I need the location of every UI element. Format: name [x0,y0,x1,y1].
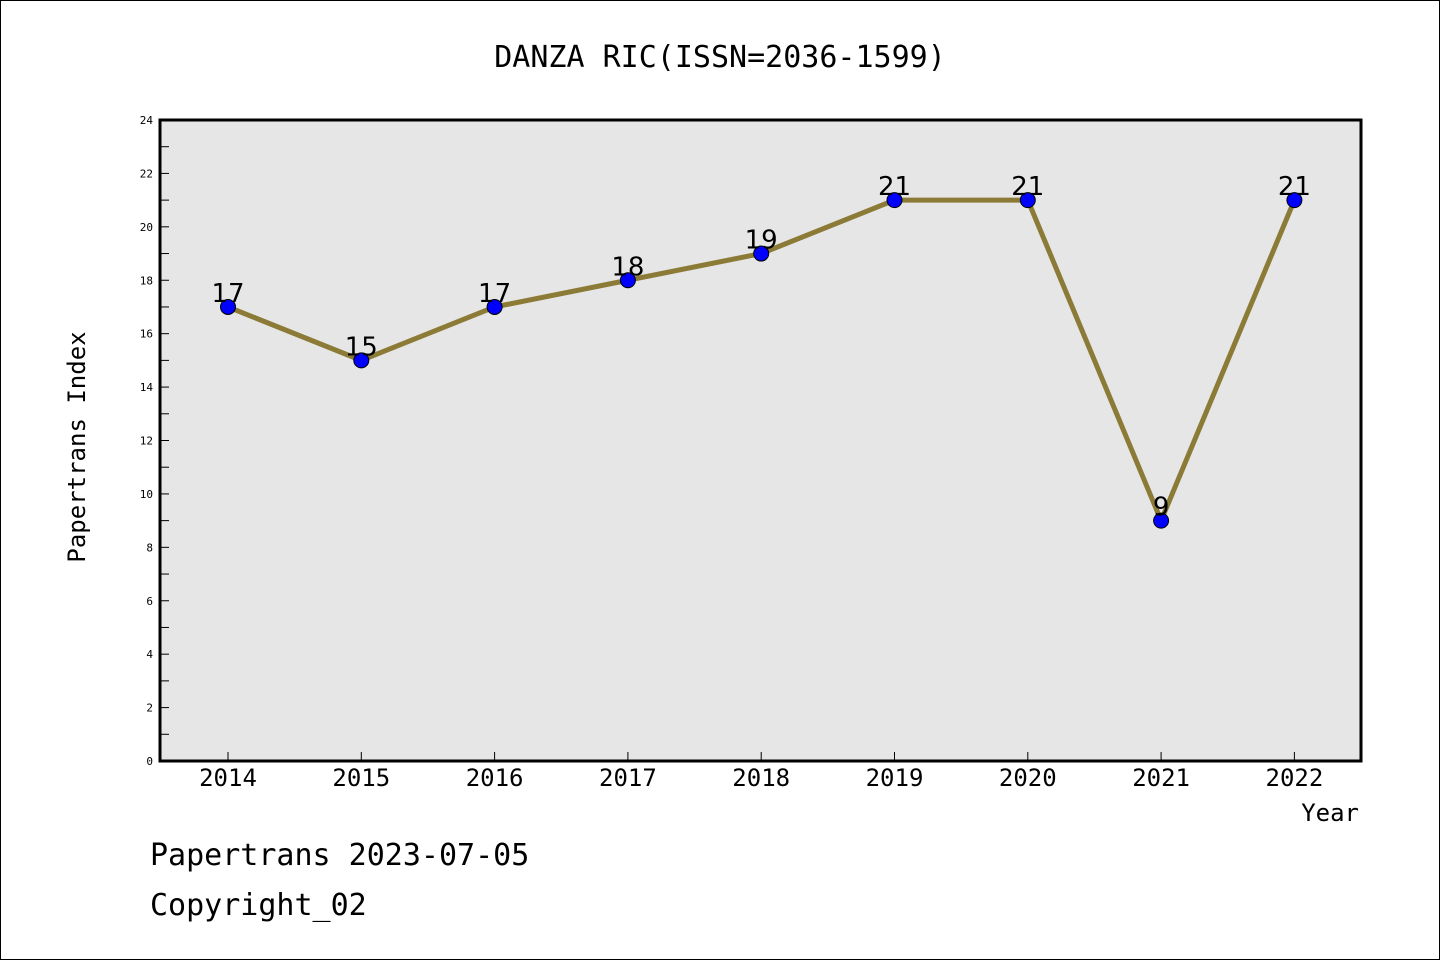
x-tick-label: 2017 [599,764,657,792]
y-tick-label: 10 [140,488,153,501]
chart-title: DANZA RIC(ISSN=2036-1599) [494,40,946,75]
data-label: 21 [878,172,911,202]
y-tick-label: 2 [146,702,153,715]
y-axis-label: Papertrans Index [63,331,91,562]
x-tick-label: 2021 [1132,764,1190,792]
data-point-marker [753,245,770,262]
data-point-marker [1153,512,1170,529]
footer-date-text: Papertrans 2023-07-05 [150,838,529,873]
y-tick-label: 18 [140,274,153,287]
data-point-marker [1286,192,1303,209]
x-axis-label: Year [1301,799,1359,827]
data-label: 18 [611,252,644,282]
data-point-marker [886,192,903,209]
plot-area [158,118,1363,763]
x-tick-label: 2015 [332,764,390,792]
y-tick-label: 24 [140,114,154,127]
x-tick-label: 2019 [866,764,924,792]
x-tick-label: 2020 [999,764,1057,792]
y-tick-label: 12 [140,435,153,448]
y-tick-label: 22 [140,167,153,180]
data-point-marker [1019,192,1036,209]
x-tick-label: 2018 [732,764,790,792]
data-point-marker [220,298,236,315]
data-label: 9 [1153,493,1170,523]
data-point-marker [353,352,370,369]
y-tick-label: 6 [146,595,153,608]
y-tick-label: 0 [146,755,153,768]
y-tick-label: 14 [140,381,154,394]
data-label: 17 [211,279,244,309]
data-label: 21 [1278,172,1311,202]
footer-copyright-text: Copyright_02 [150,888,367,923]
data-label: 15 [345,332,378,362]
y-tick-label: 4 [146,648,153,661]
x-axis: 2014 2015 2016 2017 2018 2019 2020 2021 2022 [199,752,1323,792]
data-labels-group: 17 15 17 18 19 21 21 9 21 [211,172,1310,523]
y-tick-label: 8 [146,541,153,554]
x-tick-label: 2016 [466,764,524,792]
series-line-group [220,192,1303,529]
data-label: 21 [1011,172,1044,202]
x-tick-label: 2014 [199,764,257,792]
x-tick-label: 2022 [1266,764,1324,792]
data-point-marker [486,298,503,315]
y-tick-label: 20 [140,221,153,234]
y-tick-label: 16 [140,328,153,341]
data-label: 19 [745,226,778,256]
data-label: 17 [478,279,511,309]
data-point-marker [619,272,636,289]
